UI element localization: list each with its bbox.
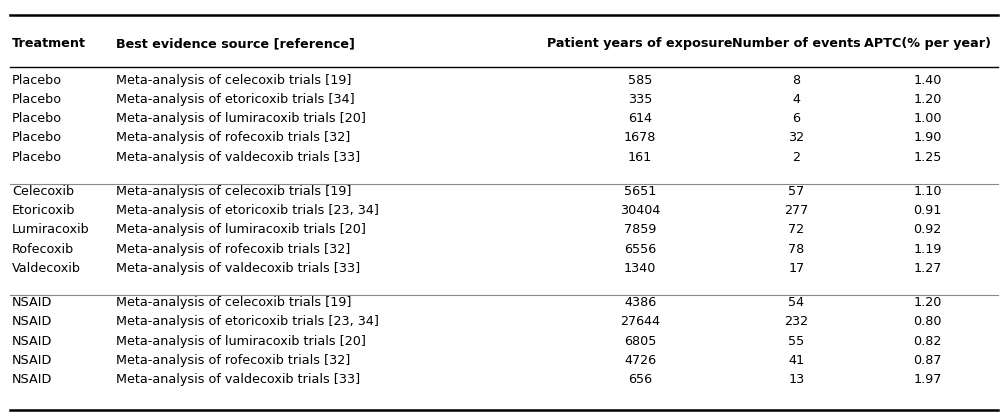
Text: 335: 335 [628, 93, 652, 106]
Text: 6556: 6556 [624, 242, 656, 256]
Text: 6: 6 [792, 112, 800, 125]
Text: 0.91: 0.91 [913, 204, 941, 217]
Text: 1.20: 1.20 [913, 93, 941, 106]
Text: 614: 614 [628, 112, 652, 125]
Text: APTC(% per year): APTC(% per year) [864, 37, 991, 51]
Text: Meta-analysis of lumiracoxib trials [20]: Meta-analysis of lumiracoxib trials [20] [116, 223, 366, 237]
Text: Meta-analysis of celecoxib trials [19]: Meta-analysis of celecoxib trials [19] [116, 296, 352, 309]
Text: 1.40: 1.40 [913, 74, 941, 87]
Text: 4: 4 [792, 93, 800, 106]
Text: 30404: 30404 [620, 204, 660, 217]
Text: 7859: 7859 [624, 223, 656, 237]
Text: Rofecoxib: Rofecoxib [12, 242, 75, 256]
Text: Meta-analysis of valdecoxib trials [33]: Meta-analysis of valdecoxib trials [33] [116, 373, 360, 386]
Text: Treatment: Treatment [12, 37, 86, 51]
Text: 161: 161 [628, 150, 652, 164]
Text: Meta-analysis of valdecoxib trials [33]: Meta-analysis of valdecoxib trials [33] [116, 262, 360, 275]
Text: 8: 8 [792, 74, 800, 87]
Text: 41: 41 [788, 354, 804, 367]
Text: 54: 54 [788, 296, 804, 309]
Text: 277: 277 [784, 204, 808, 217]
Text: 1.90: 1.90 [913, 131, 941, 145]
Text: 1.97: 1.97 [913, 373, 941, 386]
Text: Number of events: Number of events [732, 37, 861, 51]
Text: Placebo: Placebo [12, 93, 62, 106]
Text: Meta-analysis of rofecoxib trials [32]: Meta-analysis of rofecoxib trials [32] [116, 354, 350, 367]
Text: Meta-analysis of rofecoxib trials [32]: Meta-analysis of rofecoxib trials [32] [116, 131, 350, 145]
Text: NSAID: NSAID [12, 334, 52, 348]
Text: NSAID: NSAID [12, 354, 52, 367]
Text: 1.19: 1.19 [913, 242, 941, 256]
Text: 57: 57 [788, 185, 804, 198]
Text: 27644: 27644 [620, 315, 660, 329]
Text: 4386: 4386 [624, 296, 656, 309]
Text: NSAID: NSAID [12, 315, 52, 329]
Text: NSAID: NSAID [12, 373, 52, 386]
Text: 0.82: 0.82 [913, 334, 941, 348]
Text: 0.80: 0.80 [913, 315, 941, 329]
Text: Meta-analysis of lumiracoxib trials [20]: Meta-analysis of lumiracoxib trials [20] [116, 334, 366, 348]
Text: 6805: 6805 [624, 334, 656, 348]
Text: Meta-analysis of celecoxib trials [19]: Meta-analysis of celecoxib trials [19] [116, 185, 352, 198]
Text: 1678: 1678 [624, 131, 656, 145]
Text: Etoricoxib: Etoricoxib [12, 204, 76, 217]
Text: 78: 78 [788, 242, 804, 256]
Text: Patient years of exposure: Patient years of exposure [547, 37, 733, 51]
Text: 32: 32 [788, 131, 804, 145]
Text: Meta-analysis of lumiracoxib trials [20]: Meta-analysis of lumiracoxib trials [20] [116, 112, 366, 125]
Text: Meta-analysis of etoricoxib trials [34]: Meta-analysis of etoricoxib trials [34] [116, 93, 355, 106]
Text: 2: 2 [792, 150, 800, 164]
Text: Meta-analysis of valdecoxib trials [33]: Meta-analysis of valdecoxib trials [33] [116, 150, 360, 164]
Text: 13: 13 [788, 373, 804, 386]
Text: 55: 55 [788, 334, 804, 348]
Text: Best evidence source [reference]: Best evidence source [reference] [116, 37, 355, 51]
Text: Celecoxib: Celecoxib [12, 185, 75, 198]
Text: Meta-analysis of celecoxib trials [19]: Meta-analysis of celecoxib trials [19] [116, 74, 352, 87]
Text: 1.20: 1.20 [913, 296, 941, 309]
Text: 0.87: 0.87 [913, 354, 941, 367]
Text: 0.92: 0.92 [913, 223, 941, 237]
Text: NSAID: NSAID [12, 296, 52, 309]
Text: 1.27: 1.27 [913, 262, 941, 275]
Text: Valdecoxib: Valdecoxib [12, 262, 81, 275]
Text: Meta-analysis of rofecoxib trials [32]: Meta-analysis of rofecoxib trials [32] [116, 242, 350, 256]
Text: 232: 232 [784, 315, 808, 329]
Text: Meta-analysis of etoricoxib trials [23, 34]: Meta-analysis of etoricoxib trials [23, … [116, 315, 379, 329]
Text: 4726: 4726 [624, 354, 656, 367]
Text: Meta-analysis of etoricoxib trials [23, 34]: Meta-analysis of etoricoxib trials [23, … [116, 204, 379, 217]
Text: Placebo: Placebo [12, 150, 62, 164]
Text: Lumiracoxib: Lumiracoxib [12, 223, 90, 237]
Text: 1.00: 1.00 [913, 112, 941, 125]
Text: 1.25: 1.25 [913, 150, 941, 164]
Text: Placebo: Placebo [12, 131, 62, 145]
Text: Placebo: Placebo [12, 74, 62, 87]
Text: Placebo: Placebo [12, 112, 62, 125]
Text: 17: 17 [788, 262, 804, 275]
Text: 5651: 5651 [624, 185, 656, 198]
Text: 72: 72 [788, 223, 804, 237]
Text: 1340: 1340 [624, 262, 656, 275]
Text: 585: 585 [628, 74, 652, 87]
Text: 1.10: 1.10 [913, 185, 941, 198]
Text: 656: 656 [628, 373, 652, 386]
